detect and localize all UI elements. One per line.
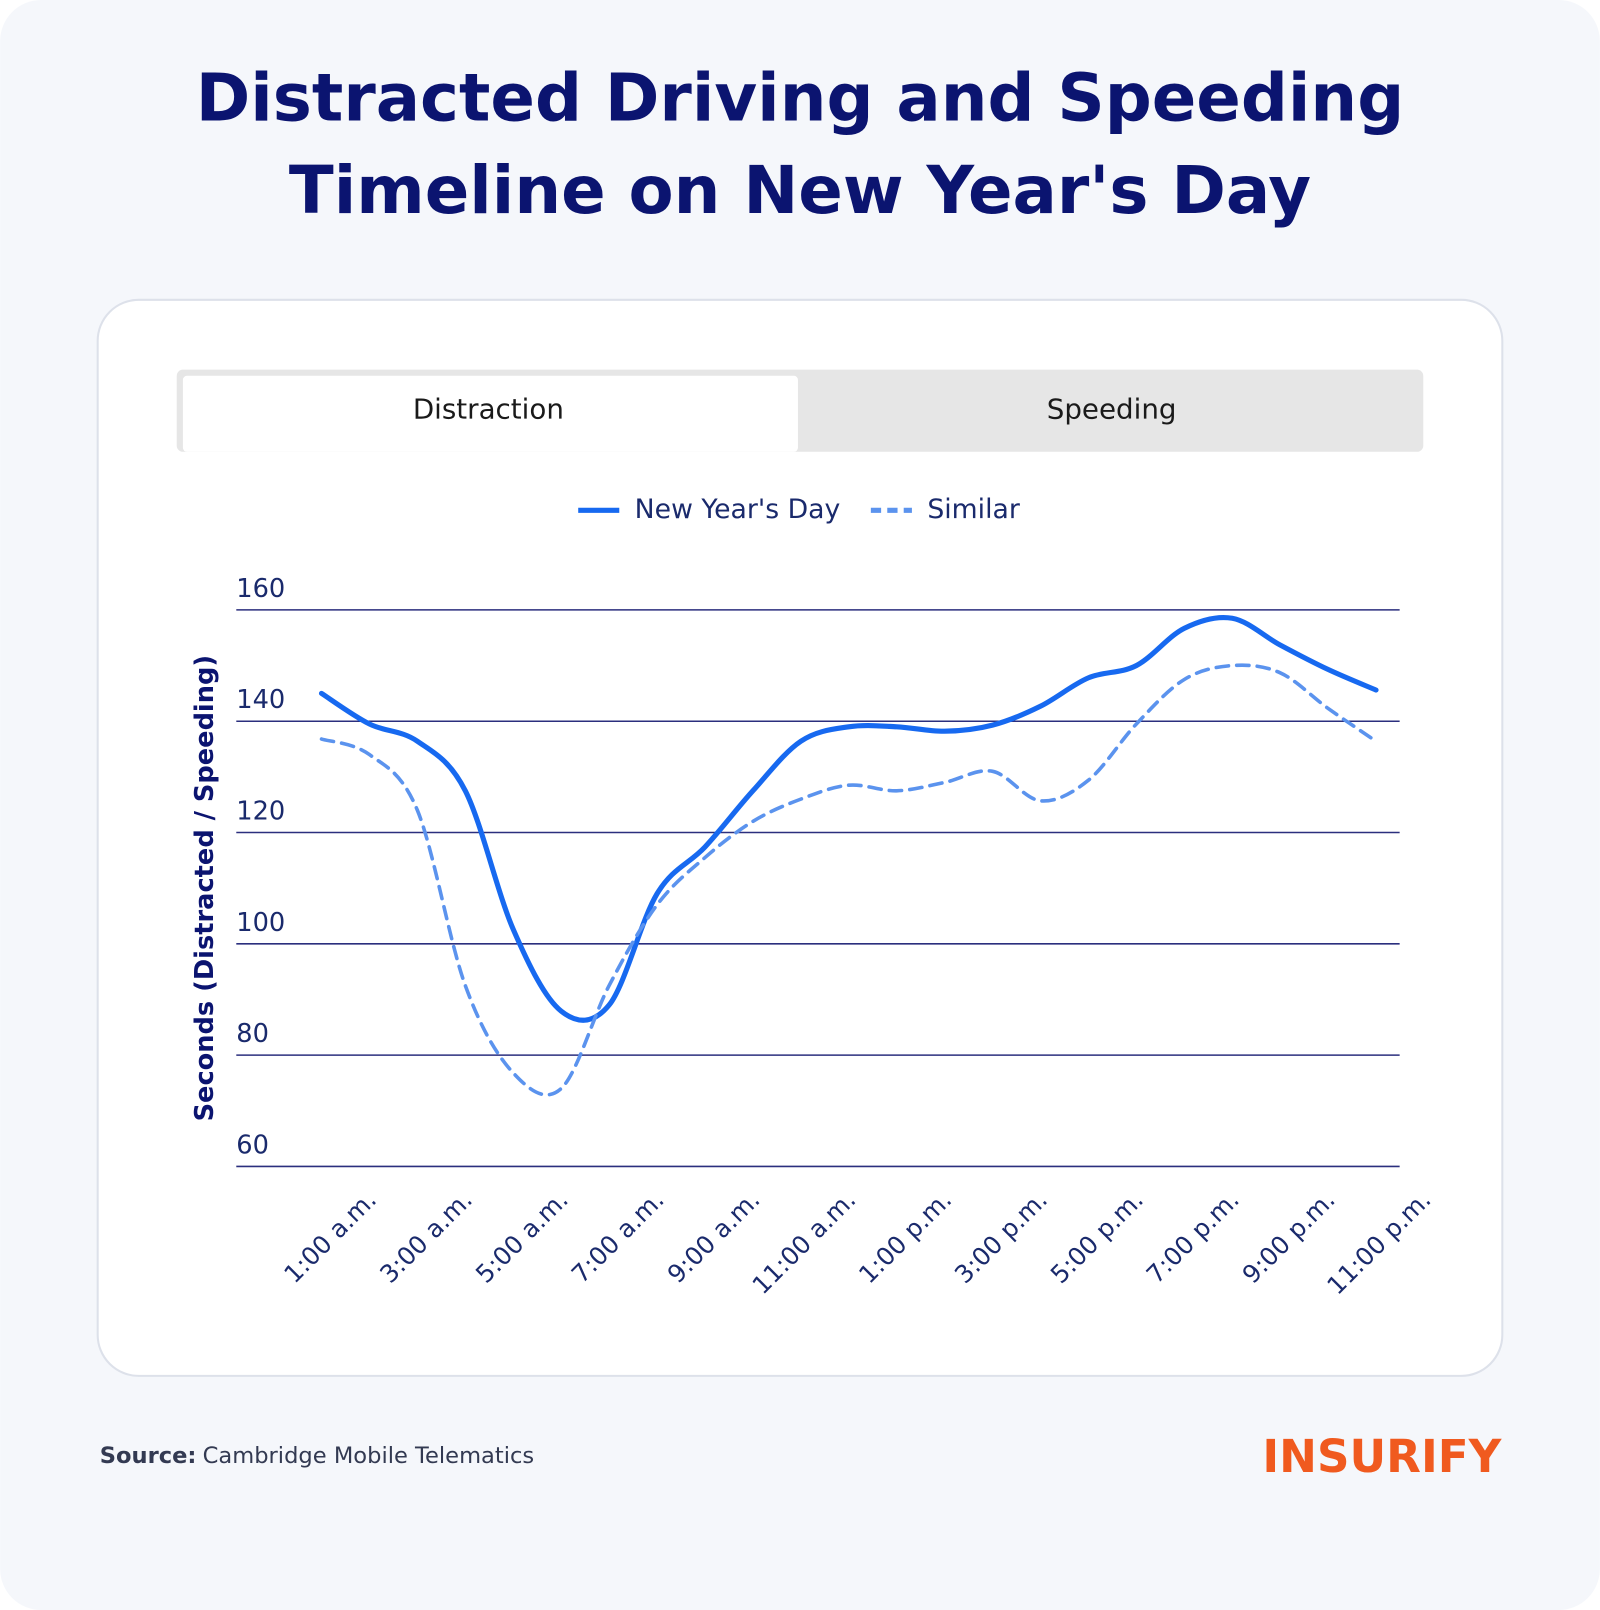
tab-label[interactable]: Distraction (413, 393, 564, 426)
title-line: Distracted Driving and Speeding (196, 61, 1404, 137)
y-axis-label: Seconds (Distracted / Speeding) (190, 655, 220, 1122)
legend-label: New Year's Day (635, 494, 841, 525)
tab-active[interactable] (182, 375, 798, 452)
y-tick-label: 140 (236, 685, 285, 715)
y-tick-label: 60 (236, 1130, 269, 1160)
y-tick-label: 160 (236, 574, 285, 604)
series-line (318, 614, 1379, 1023)
y-tick-label: 80 (236, 1019, 269, 1049)
y-tick-label: 120 (236, 796, 285, 826)
source-text: Cambridge Mobile Telematics (203, 1442, 535, 1468)
series-line (319, 663, 1378, 1097)
card (96, 298, 1504, 1377)
logo: INSURIFY (1262, 1430, 1502, 1483)
tab-label[interactable]: Speeding (1047, 393, 1177, 426)
title-line: Timeline on New Year's Day (289, 153, 1311, 229)
source-label: Source: (100, 1442, 197, 1468)
y-tick-label: 100 (236, 908, 285, 938)
source: Source: Cambridge Mobile Telematics (100, 1442, 534, 1468)
legend-label: Similar (927, 494, 1020, 525)
